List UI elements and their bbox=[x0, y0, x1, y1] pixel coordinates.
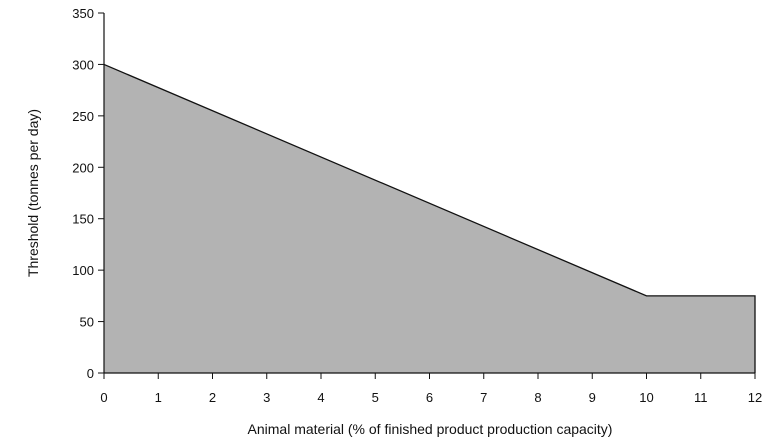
series-line bbox=[103, 63, 756, 373]
x-tick-label: 9 bbox=[589, 390, 596, 405]
x-tick-label: 4 bbox=[317, 390, 324, 405]
x-tick-label: 3 bbox=[263, 390, 270, 405]
y-tick-label: 0 bbox=[87, 366, 94, 381]
y-axis-title: Threshold (tonnes per day) bbox=[25, 109, 41, 277]
x-tick-label: 1 bbox=[155, 390, 162, 405]
x-tick-label: 11 bbox=[694, 390, 708, 405]
x-tick-label: 2 bbox=[209, 390, 216, 405]
x-tick-label: 10 bbox=[639, 390, 653, 405]
y-tick-label: 300 bbox=[72, 57, 94, 72]
y-tick-label: 100 bbox=[72, 263, 94, 278]
x-tick-label: 12 bbox=[748, 390, 762, 405]
y-tick-label: 50 bbox=[80, 315, 94, 330]
y-tick-label: 350 bbox=[72, 6, 94, 21]
x-tick-label: 7 bbox=[480, 390, 487, 405]
area-fill bbox=[104, 64, 755, 373]
y-tick-label: 150 bbox=[72, 212, 94, 227]
x-tick-label: 5 bbox=[372, 390, 379, 405]
area-layer bbox=[103, 63, 756, 373]
y-tick-label: 200 bbox=[72, 160, 94, 175]
x-tick-label: 8 bbox=[534, 390, 541, 405]
x-tick-label: 0 bbox=[100, 390, 107, 405]
y-tick-label: 250 bbox=[72, 109, 94, 124]
x-tick-label: 6 bbox=[426, 390, 433, 405]
x-axis-title: Animal material (% of finished product p… bbox=[248, 421, 613, 437]
